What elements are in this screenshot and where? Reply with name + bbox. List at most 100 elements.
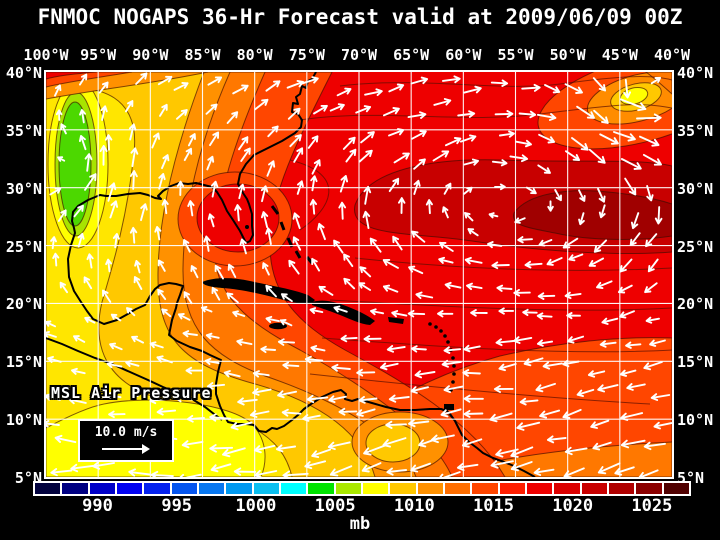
lon-axis-label: 40°W (653, 46, 691, 64)
wind-arrow (587, 370, 606, 378)
wind-arrow (491, 159, 508, 167)
wind-arrow (252, 387, 272, 396)
colorbar-cell (663, 483, 689, 494)
colorbar-cell (226, 483, 252, 494)
lon-axis-label: 60°W (445, 46, 482, 64)
wind-arrow (623, 78, 632, 99)
wind-arrow (57, 156, 66, 162)
wind-arrow (277, 338, 296, 346)
wind-arrow (343, 277, 356, 290)
wind-arrow (358, 149, 373, 163)
wind-arrow (596, 280, 613, 290)
wind-arrow (410, 76, 429, 85)
wind-arrow (311, 159, 321, 175)
wind-arrow (310, 175, 318, 192)
colorbar-cell (171, 483, 197, 494)
wind-arrow (128, 123, 137, 141)
wind-arrow (487, 241, 503, 249)
wind-arrow (546, 435, 567, 444)
wind-arrow (182, 239, 191, 253)
wind-arrow (282, 470, 309, 477)
wind-arrow (73, 335, 86, 343)
wind-arrow (159, 103, 168, 117)
wind-arrow (173, 81, 189, 91)
wind-arrow (262, 262, 270, 276)
colorbar-cell (362, 483, 389, 494)
wind-arrow (646, 185, 654, 202)
wind-arrow (382, 437, 407, 448)
lat-axis-label-right: 30°N (677, 179, 714, 198)
wind-arrow (363, 444, 387, 456)
wind-arrow (382, 258, 399, 269)
wind-arrow (207, 213, 215, 228)
wind-arrow (130, 147, 139, 168)
wind-arrow (546, 257, 563, 266)
wind-arrow (226, 111, 239, 124)
wind-arrow (161, 308, 172, 318)
wind-arrow (358, 395, 378, 404)
lon-axis-label: 45°W (601, 46, 638, 64)
wind-arrow (647, 258, 659, 273)
wind-arrow (521, 83, 541, 92)
wind-arrow (149, 341, 164, 349)
wind-arrow (339, 175, 349, 193)
wind-arrow (382, 284, 399, 293)
wind-arrow (564, 150, 581, 161)
wind-arrow (495, 338, 515, 347)
colorbar-cell (444, 483, 471, 494)
wind-arrow (425, 199, 433, 215)
wind-arrow (578, 212, 585, 226)
wind-arrow (619, 258, 633, 273)
lat-axis-label-left: 25°N (5, 237, 42, 256)
wind-arrow (265, 227, 273, 246)
wind-arrow (514, 217, 526, 224)
wind-arrow (597, 187, 606, 203)
wind-arrow (210, 463, 232, 473)
wind-arrow (359, 266, 372, 278)
wind-arrow (498, 307, 515, 315)
wind-arrow (620, 439, 646, 449)
wind-arrow (177, 313, 191, 321)
wind-arrow (392, 235, 403, 251)
wind-arrow (200, 305, 213, 313)
wind-arrow (388, 394, 410, 403)
wind-arrow (46, 393, 61, 401)
lon-axis-label: 65°W (393, 46, 430, 64)
lat-axis-label-left: 20°N (5, 295, 42, 314)
arrow-head (142, 444, 150, 454)
wind-arrow (370, 308, 385, 316)
wind-arrow (533, 467, 555, 476)
wind-arrow (510, 461, 533, 472)
wind-arrow (537, 164, 551, 174)
wind-arrow (443, 182, 452, 195)
wind-arrow (149, 396, 168, 405)
wind-arrow (498, 363, 517, 372)
wind-arrow (140, 203, 148, 222)
colorbar-cell (554, 483, 580, 494)
wind-arrow (598, 204, 606, 219)
wind-arrow (466, 282, 483, 291)
colorbar-tick-label: 995 (161, 496, 193, 516)
wind-arrow (205, 332, 220, 340)
wind-arrow (361, 462, 382, 473)
wind-arrow (135, 72, 148, 85)
wind-arrow (438, 256, 454, 264)
wind-arrow (98, 81, 109, 94)
wind-arrow (265, 284, 277, 298)
wind-arrow (304, 460, 327, 470)
wind-arrow (254, 469, 278, 477)
wind-arrow (593, 239, 608, 253)
wind-arrow (84, 316, 96, 324)
wind-arrow (463, 394, 484, 403)
wind-arrow (517, 236, 533, 244)
wind-arrow (240, 147, 251, 162)
wind-arrow (444, 137, 462, 147)
lon-axis-label: 85°W (184, 46, 221, 64)
wind-arrow (311, 448, 332, 459)
wind-arrow (363, 335, 382, 343)
wind-arrow (464, 212, 474, 222)
lon-axis-label: 95°W (80, 46, 117, 64)
colorbar-cell (89, 483, 115, 494)
wind-arrow (388, 83, 405, 93)
wind-arrow (57, 209, 67, 222)
